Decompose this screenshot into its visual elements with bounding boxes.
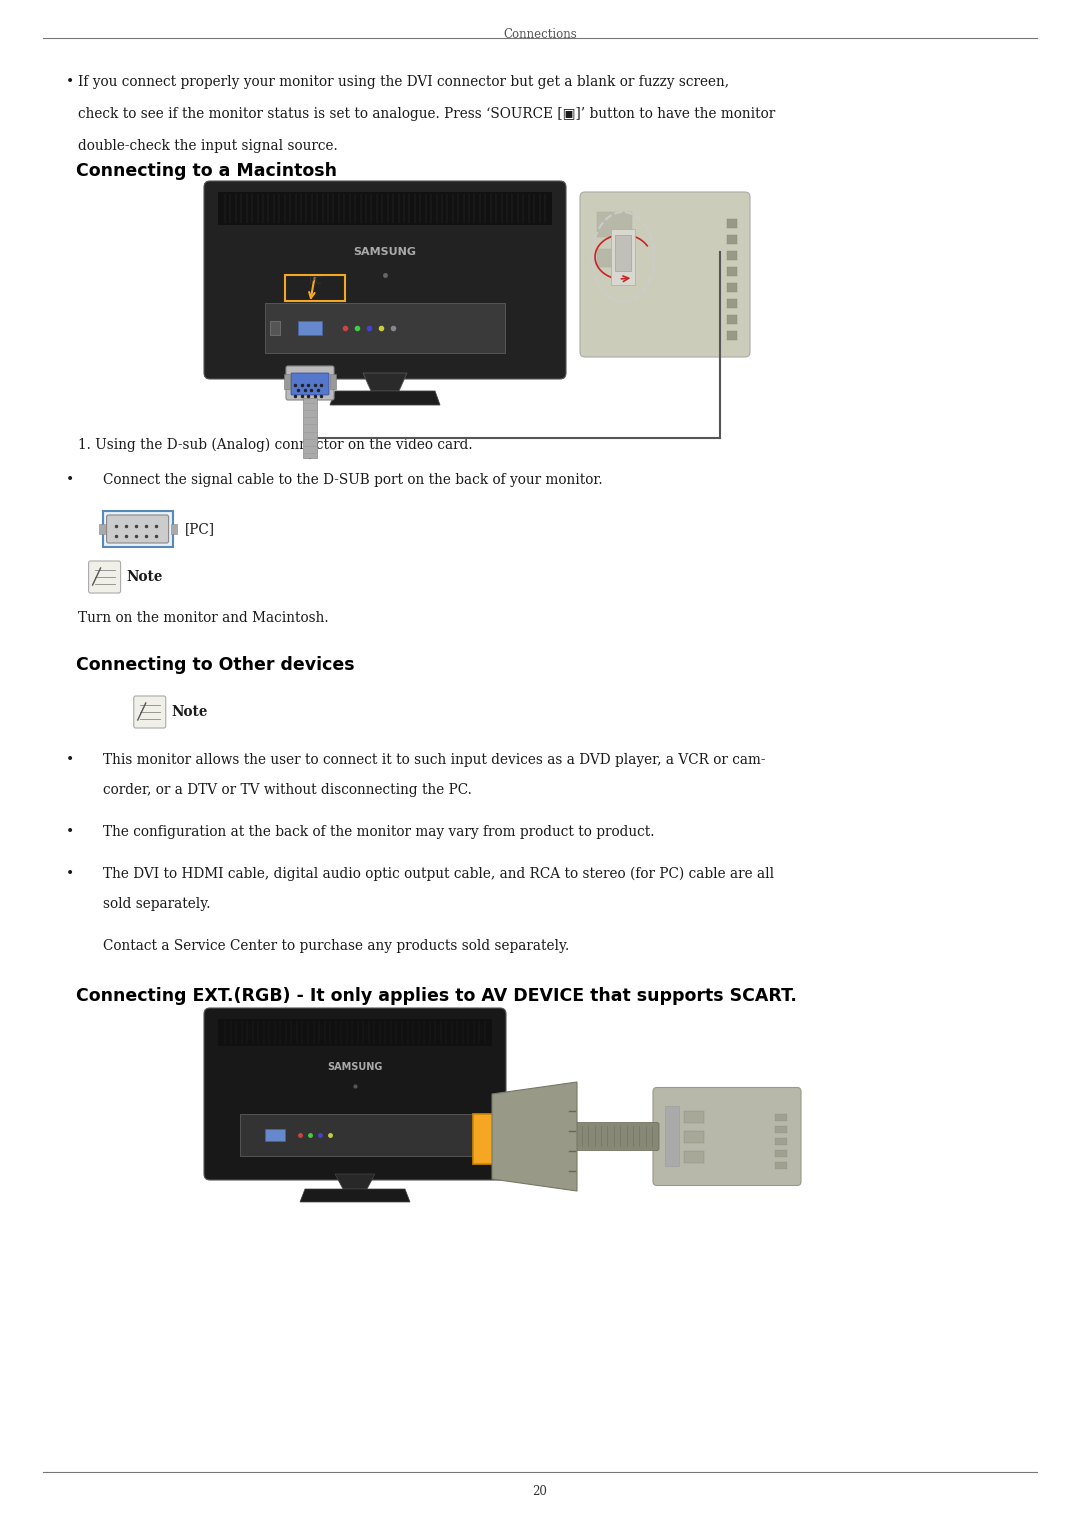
Bar [285,275,345,301]
Bar [775,1127,787,1133]
Text: Connecting to a Macintosh: Connecting to a Macintosh [76,162,337,180]
Text: Connections: Connections [503,27,577,41]
Bar [727,282,737,292]
Text: •: • [66,473,75,487]
Bar [265,302,505,353]
Bar [265,1128,285,1141]
Text: EXT: EXT [500,1132,515,1138]
Bar [615,235,631,270]
Bar [240,1115,480,1156]
Text: Contact a Service Center to purchase any products sold separately.: Contact a Service Center to purchase any… [103,939,569,953]
Text: corder, or a DTV or TV without disconnecting the PC.: corder, or a DTV or TV without disconnec… [103,783,472,797]
Text: •: • [66,825,75,838]
Text: The DVI to HDMI cable, digital audio optic output cable, and RCA to stereo (for : The DVI to HDMI cable, digital audio opt… [103,867,773,881]
Bar [727,218,737,228]
FancyBboxPatch shape [575,1122,659,1150]
Text: Note: Note [172,705,208,719]
FancyBboxPatch shape [204,1008,507,1180]
Text: •: • [66,75,75,89]
Bar [727,315,737,324]
Bar [284,374,291,389]
Polygon shape [335,1174,375,1190]
Text: sold separately.: sold separately. [103,896,211,912]
Text: 1. Using the D-sub (Analog) connector on the video card.: 1. Using the D-sub (Analog) connector on… [78,438,472,452]
FancyBboxPatch shape [89,560,121,592]
Polygon shape [363,373,407,391]
Polygon shape [330,391,440,405]
FancyBboxPatch shape [204,182,566,379]
Text: Turn on the monitor and Macintosh.: Turn on the monitor and Macintosh. [78,611,328,625]
Text: PC: PC [309,276,322,286]
Bar [597,249,632,267]
Bar [684,1112,704,1124]
Bar [473,1115,538,1164]
FancyBboxPatch shape [653,1087,801,1185]
Bar [684,1132,704,1144]
Bar [98,524,105,534]
Text: RGB: RGB [500,1144,516,1148]
Text: If you connect properly your monitor using the DVI connector but get a blank or : If you connect properly your monitor usi… [78,75,729,89]
Bar [727,250,737,260]
Bar [727,235,737,244]
Bar [611,229,635,286]
Text: check to see if the monitor status is set to analogue. Press ‘SOURCE [▣]’ button: check to see if the monitor status is se… [78,107,775,121]
FancyBboxPatch shape [291,373,329,395]
Bar [103,512,173,547]
FancyBboxPatch shape [107,515,168,544]
Text: The configuration at the back of the monitor may vary from product to product.: The configuration at the back of the mon… [103,825,654,838]
FancyBboxPatch shape [286,366,334,400]
Text: •: • [66,867,75,881]
Text: [PC]: [PC] [185,522,215,536]
Text: •: • [66,753,75,767]
Bar [597,212,632,237]
Polygon shape [492,1083,577,1191]
Bar [303,399,318,458]
Polygon shape [300,1190,410,1202]
Bar [775,1162,787,1170]
Text: double-check the input signal source.: double-check the input signal source. [78,139,338,153]
Bar [270,321,280,334]
Bar [171,524,177,534]
FancyBboxPatch shape [134,696,165,728]
Text: 20: 20 [532,1484,548,1498]
Bar [684,1151,704,1164]
Bar [775,1139,787,1145]
Text: Connecting EXT.(RGB) - It only applies to AV DEVICE that supports SCART.: Connecting EXT.(RGB) - It only applies t… [76,986,797,1005]
Bar [298,321,322,334]
Text: Connecting to Other devices: Connecting to Other devices [76,657,354,673]
Text: Note: Note [126,570,163,583]
Text: This monitor allows the user to connect it to such input devices as a DVD player: This monitor allows the user to connect … [103,753,765,767]
Text: Connect the signal cable to the D-SUB port on the back of your monitor.: Connect the signal cable to the D-SUB po… [103,473,603,487]
Bar [727,267,737,276]
Bar [665,1107,679,1167]
Bar [775,1115,787,1121]
FancyBboxPatch shape [580,192,750,357]
Text: SAMSUNG: SAMSUNG [327,1061,382,1072]
Bar [727,331,737,341]
Bar [218,1019,492,1046]
Bar [775,1150,787,1157]
Bar [727,299,737,308]
Text: SAMSUNG: SAMSUNG [353,247,417,257]
Bar [330,374,336,389]
Bar [218,192,552,224]
